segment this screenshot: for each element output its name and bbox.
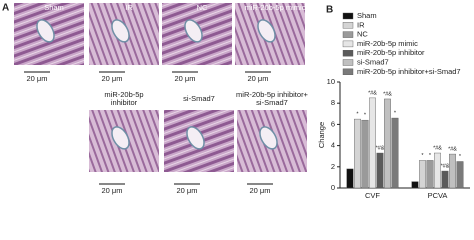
panel-title: NC	[197, 3, 208, 12]
significance-marker: *	[459, 154, 462, 160]
bar	[354, 118, 361, 189]
bar	[361, 119, 369, 189]
legend-label: Sham	[357, 11, 377, 20]
legend-swatch	[342, 68, 354, 76]
significance-marker: *#&	[448, 147, 457, 153]
scale-bar-label: 20 μm	[27, 74, 48, 83]
x-tick-label: CVF	[365, 191, 380, 200]
scale-bar-label: 20 μm	[102, 186, 123, 195]
scale-bar-label: 20 μm	[250, 186, 271, 195]
panel-title: Sham	[44, 3, 64, 12]
panel-title: miR-20b-5p inhibitor+	[236, 90, 309, 99]
panel-label: B	[326, 5, 333, 16]
legend-label: si-Smad7	[357, 57, 389, 66]
significance-marker: *	[429, 153, 432, 159]
legend-swatch	[342, 22, 354, 29]
bar	[456, 161, 464, 189]
x-tick-label: PCVA	[428, 191, 448, 200]
legend-swatch	[342, 40, 354, 48]
bar	[441, 170, 449, 189]
legend-label: miR-20b-5p inhibitor+si-Smad7	[357, 67, 461, 76]
panel-title: miR-20b-5p mimic	[245, 3, 306, 12]
vessel	[111, 19, 130, 43]
bar	[426, 160, 434, 189]
legend-swatch	[342, 59, 354, 66]
y-tick-label: 0	[331, 183, 335, 192]
legend-label: IR	[357, 20, 365, 29]
bar	[369, 97, 376, 189]
bar	[434, 152, 441, 189]
legend-label: NC	[357, 30, 368, 39]
significance-marker: *#&	[368, 90, 377, 96]
legend-swatch	[342, 50, 354, 57]
panel-title: si-Smad7	[183, 94, 215, 103]
bar	[384, 98, 391, 189]
significance-marker: *#&	[376, 145, 385, 151]
scale-bar-label: 20 μm	[102, 74, 123, 83]
vessel	[259, 126, 278, 150]
y-tick-label: 4	[331, 141, 335, 150]
legend-label: miR-20b-5p inhibitor	[357, 48, 425, 57]
significance-marker: *	[364, 113, 367, 119]
y-tick-label: 2	[331, 162, 335, 171]
bar	[391, 117, 399, 189]
significance-marker: *	[421, 153, 424, 159]
legend-swatch	[342, 12, 354, 20]
significance-marker: *#&	[383, 91, 392, 97]
vessel	[257, 19, 276, 43]
y-tick-label: 6	[331, 119, 335, 128]
panel-a: A Sham 20 μm IR 20 μm NC 20 μm miR-20b-5p mimic…	[2, 3, 309, 195]
vessel	[184, 19, 203, 43]
bar	[419, 160, 426, 189]
scale-bar-label: 20 μm	[177, 186, 198, 195]
significance-marker: *	[356, 112, 359, 118]
panel-title: inhibitor	[111, 98, 138, 107]
figure: A Sham 20 μm IR 20 μm NC 20 μm miR-20b-5p mimic…	[2, 3, 470, 200]
scale-bar-label: 20 μm	[248, 74, 269, 83]
significance-marker: *#&	[433, 145, 442, 151]
panel-title: miR-20b-5p	[104, 90, 143, 99]
vessel	[36, 19, 55, 43]
significance-marker: *#&	[441, 163, 450, 169]
vessel	[186, 126, 205, 150]
bar	[449, 153, 456, 189]
panel-label: A	[2, 3, 9, 14]
y-axis-label: Change	[317, 122, 326, 148]
legend-swatch	[342, 31, 354, 38]
scale-bar-label: 20 μm	[175, 74, 196, 83]
bar	[376, 152, 384, 189]
bar	[411, 181, 419, 189]
y-tick-label: 10	[327, 77, 335, 86]
y-tick-label: 8	[331, 98, 335, 107]
panel-title: IR	[125, 3, 133, 12]
panel-title: si-Smad7	[256, 98, 288, 107]
vessel	[111, 126, 130, 150]
significance-marker: *	[394, 110, 397, 116]
legend-label: miR-20b-5p mimic	[357, 39, 418, 48]
bar	[346, 168, 354, 189]
